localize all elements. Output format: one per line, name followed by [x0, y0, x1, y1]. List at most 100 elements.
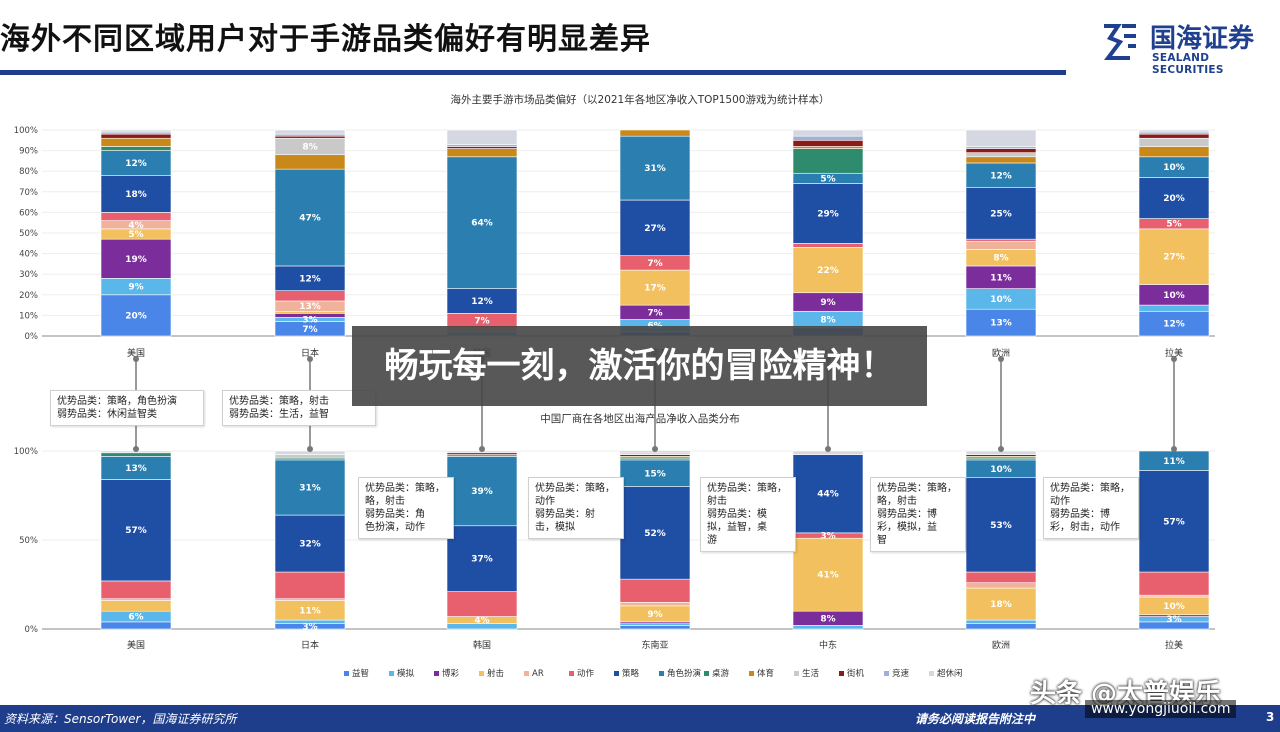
bar-segment [446, 525, 518, 592]
data-label: 8% [820, 316, 835, 326]
data-label: 10% [990, 295, 1012, 305]
data-label: 52% [644, 529, 666, 539]
x-tick-label: 中东 [819, 639, 837, 651]
bar-segment [792, 140, 864, 147]
legend-label: 模拟 [397, 668, 415, 679]
data-label: 6% [128, 613, 143, 623]
note-line: 优势品类：策略， [365, 483, 445, 494]
legend-swatch [839, 671, 844, 676]
bar-segment [792, 148, 864, 174]
watermark-url: www.yongjiuoil.com [1085, 700, 1237, 718]
data-label: 7% [647, 308, 662, 318]
data-label: 13% [299, 302, 321, 312]
bar-segment [446, 148, 518, 158]
data-label: 7% [302, 325, 317, 335]
note-line: 略，射击 [877, 496, 917, 507]
bar-segment [446, 144, 518, 147]
x-tick-label: 美国 [127, 639, 145, 651]
data-label: 10% [1163, 163, 1185, 173]
bar-segment [619, 129, 691, 137]
legend-label: 生活 [802, 668, 820, 679]
data-label: 8% [993, 254, 1008, 264]
note-line: 略，射击 [365, 496, 405, 507]
data-label: 32% [299, 540, 321, 550]
bar-segment [274, 571, 346, 600]
x-tick-label: 日本 [301, 639, 319, 651]
category-note-box: 优势品类：策略，动作 弱势品类：博 彩，射击，动作 [1043, 477, 1139, 539]
data-label: 15% [644, 469, 666, 479]
connector-dot [998, 356, 1004, 362]
y-tick-label: 100% [14, 126, 38, 136]
note-line: 弱势品类：生活，益智 [229, 409, 329, 420]
legend-label: 博彩 [442, 668, 460, 679]
data-label: 12% [299, 274, 321, 284]
note-line: 优势品类：策略，动作 [1050, 483, 1130, 507]
data-label: 11% [299, 606, 321, 616]
category-note-box: 优势品类：策略，射击 弱势品类：生活，益智 [222, 390, 376, 426]
category-note-box: 优势品类：策略，角色扮演 弱势品类：休闲益智类 [50, 390, 204, 426]
data-label: 44% [817, 490, 839, 500]
data-label: 13% [990, 319, 1012, 329]
note-line: 彩，模拟，益 [877, 522, 937, 533]
bar-segment [965, 152, 1037, 158]
legend-swatch [884, 671, 889, 676]
data-label: 11% [1163, 457, 1185, 467]
legend-swatch [659, 671, 664, 676]
legend-label: 射击 [487, 668, 504, 679]
bar-segment [619, 578, 691, 603]
bar-segment [792, 146, 864, 149]
data-label: 19% [125, 255, 147, 265]
data-label: 57% [125, 526, 147, 536]
data-label: 53% [990, 521, 1012, 531]
note-line: 弱势品类：休闲益智类 [57, 409, 157, 420]
bar-segment [100, 146, 172, 151]
bar-segment [1138, 228, 1210, 285]
x-tick-label: 欧洲 [992, 639, 1010, 651]
connector-dot [1171, 446, 1177, 452]
category-note-box: 优势品类：策略， 略，射击 弱势品类：博 彩，模拟，益智 [870, 477, 966, 552]
bar-segment [100, 294, 172, 337]
bar-segment [100, 479, 172, 582]
data-label: 8% [820, 614, 835, 624]
bar-segment [100, 137, 172, 147]
note-line: 游 [707, 535, 717, 546]
note-line: 优势品类：策略，射击 [229, 396, 329, 407]
bar-segment [274, 154, 346, 170]
bar-segment [274, 514, 346, 573]
legend-label: 超休闲 [937, 668, 963, 679]
data-label: 22% [817, 266, 839, 276]
connector-dot [133, 446, 139, 452]
note-line: 弱势品类：博 [1050, 509, 1110, 520]
bar-segment [100, 452, 172, 457]
bar-segment [965, 619, 1037, 624]
data-label: 31% [299, 483, 321, 493]
x-tick-label: 美国 [127, 347, 145, 359]
y-tick-label: 50% [19, 536, 38, 546]
data-label: 7% [647, 259, 662, 269]
bar-segment [965, 477, 1037, 573]
bar-segment [965, 238, 1037, 242]
bar-segment [100, 212, 172, 221]
data-label: 5% [820, 174, 835, 184]
bar-segment [965, 146, 1037, 149]
bar-segment [100, 621, 172, 630]
y-tick-label: 30% [19, 270, 38, 280]
category-note-box: 优势品类：策略， 略，射击 弱势品类：角 色扮演，动作 [358, 477, 454, 539]
legend-swatch [749, 671, 754, 676]
x-tick-label: 韩国 [473, 639, 491, 651]
note-line: 弱势品类：模 [707, 509, 767, 520]
bar-segment [446, 156, 518, 289]
y-tick-label: 0% [25, 625, 39, 635]
category-note-box: 优势品类：策略，动作 弱势品类：射 击，模拟 [528, 477, 624, 539]
data-label: 10% [1163, 602, 1185, 612]
bar-segment [965, 187, 1037, 240]
data-label: 5% [128, 230, 143, 240]
bar-segment [1138, 470, 1210, 573]
bar-segment [446, 129, 518, 145]
data-label: 64% [471, 219, 493, 229]
connector-dot [998, 446, 1004, 452]
legend-swatch [704, 671, 709, 676]
bar-segment [1138, 131, 1210, 135]
note-line: 智 [877, 535, 887, 546]
connector-dot [652, 446, 658, 452]
